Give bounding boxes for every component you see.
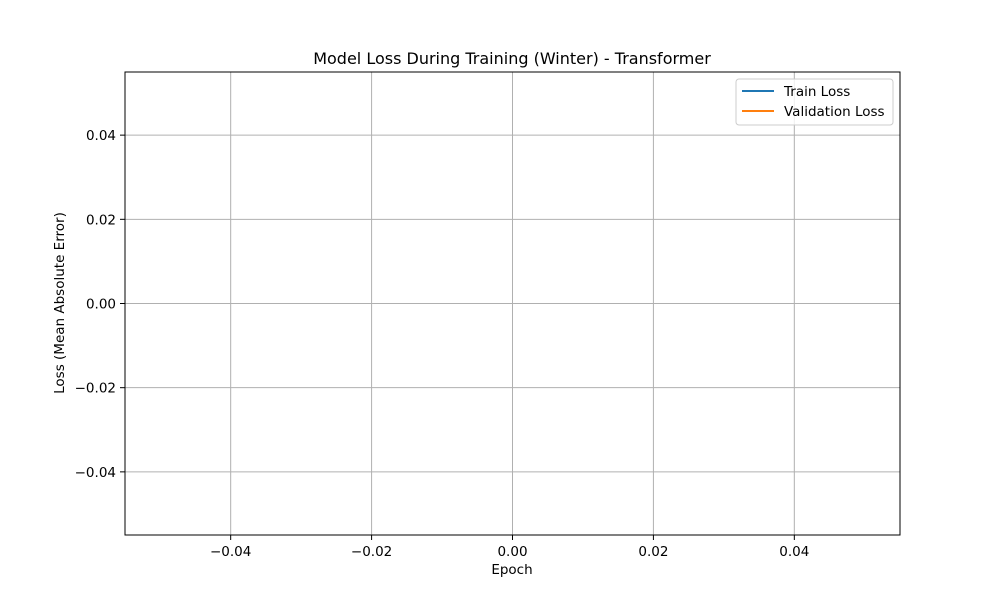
- grid-lines: [125, 72, 900, 535]
- y-tick-label: −0.04: [75, 465, 116, 481]
- y-tick-label: 0.02: [86, 212, 116, 228]
- y-axis-label: Loss (Mean Absolute Error): [52, 212, 68, 394]
- y-axis-ticks: −0.04 −0.02 0.00 0.02 0.04: [75, 128, 125, 481]
- x-axis-label: Epoch: [491, 562, 532, 578]
- legend: Train Loss Validation Loss: [735, 78, 894, 126]
- legend-label-validation-loss: Validation Loss: [784, 104, 885, 120]
- y-tick-label: −0.02: [75, 381, 116, 397]
- x-tick-label: 0.00: [497, 544, 527, 560]
- x-tick-label: 0.04: [779, 544, 809, 560]
- y-tick-label: 0.04: [86, 128, 116, 144]
- y-tick-label: 0.00: [86, 297, 116, 313]
- chart-title: Model Loss During Training (Winter) - Tr…: [313, 49, 711, 68]
- x-tick-label: −0.02: [351, 544, 392, 560]
- x-tick-label: 0.02: [638, 544, 668, 560]
- x-tick-label: −0.04: [210, 544, 251, 560]
- legend-label-train-loss: Train Loss: [783, 84, 850, 100]
- legend-box: [735, 78, 894, 126]
- x-axis-ticks: −0.04 −0.02 0.00 0.02 0.04: [210, 535, 809, 560]
